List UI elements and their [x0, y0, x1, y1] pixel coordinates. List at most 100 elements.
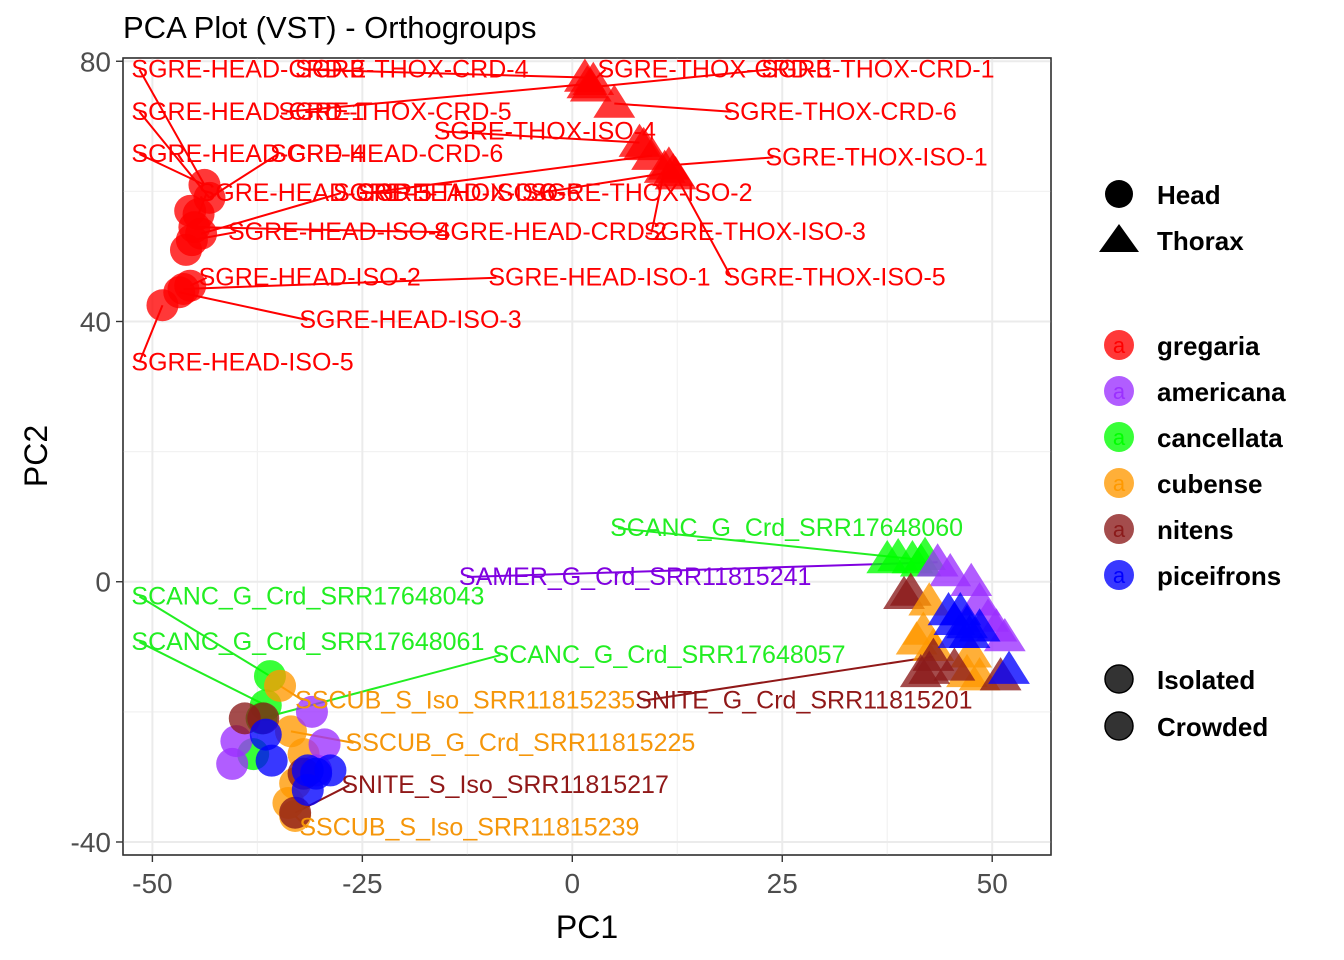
point-label: SSCUB_G_Crd_SRR11815225 — [346, 729, 696, 757]
data-point-triangle — [593, 84, 636, 118]
point-label: SGRE-THOX-ISO-4 — [434, 117, 656, 145]
leader-line — [441, 130, 640, 144]
legend-key-glyph: a — [1113, 425, 1126, 450]
data-point-triangle — [988, 650, 1030, 684]
point-label: SGRE-HEAD-CRD-4 — [131, 140, 364, 168]
x-tick-label: 25 — [767, 868, 798, 899]
legend-key-glyph: a — [1113, 333, 1126, 358]
point-label: SGRE-THOX-CRD-5 — [278, 98, 511, 126]
point-label: SGRE-HEAD-ISO-4 — [228, 218, 450, 246]
point-label: SGRE-HEAD-ISO-3 — [299, 306, 521, 334]
legend-label: Isolated — [1157, 665, 1255, 695]
point-label: SGRE-HEAD-ISO-2 — [199, 264, 421, 292]
leader-line — [194, 226, 442, 234]
point-label: SGRE-THOX-ISO-5 — [723, 264, 945, 292]
leader-line — [466, 561, 938, 578]
data-point-triangle — [569, 68, 612, 102]
point-label: SGRE-HEAD-CRD-5 — [199, 179, 432, 207]
leader-line — [614, 102, 732, 113]
y-axis: -40 0 40 80 — [71, 46, 123, 858]
data-point-circle — [264, 669, 297, 702]
point-label: SNITE_G_Crd_SRR11815201 — [635, 687, 972, 715]
point-label: SCANC_G_Crd_SRR17648061 — [131, 628, 484, 656]
point-label: SAMER_G_Crd_SRR11815241 — [459, 563, 812, 591]
legend-key-species — [1104, 468, 1134, 498]
legend-key-circle — [1105, 180, 1133, 208]
legend-key-species — [1104, 514, 1134, 544]
legend-key-triangle — [1099, 224, 1139, 252]
point-label: SGRE-THOX-CRD-1 — [761, 56, 994, 84]
point-label: SGRE-THOX-ISO-6 — [358, 179, 580, 207]
point-label: SGRE-HEAD-ISO-5 — [131, 348, 353, 376]
legend-key-glyph: a — [1113, 517, 1126, 542]
leader-line — [668, 156, 774, 167]
point-label: SCANC_G_Crd_SRR17648057 — [493, 641, 846, 669]
legend-key-species — [1104, 376, 1134, 406]
legend-label: Crowded — [1157, 712, 1268, 742]
legend-key-species — [1104, 330, 1134, 360]
legend-label: gregaria — [1157, 331, 1260, 361]
y-tick-label: 40 — [80, 306, 111, 337]
legend-key-species — [1104, 560, 1134, 590]
leader-line — [617, 527, 913, 560]
x-axis-title: PC1 — [556, 909, 618, 945]
leader-line — [183, 276, 497, 290]
leader-line — [286, 83, 588, 113]
point-label: SGRE-HEAD-CRD-3 — [131, 56, 364, 84]
point-label: SSCUB_S_Iso_SRR11815235 — [295, 687, 635, 715]
point-label: SGRE-THOX-ISO-2 — [530, 179, 752, 207]
y-axis-title: PC2 — [18, 425, 54, 487]
leader-line — [590, 68, 770, 89]
data-point-triangle — [929, 552, 972, 587]
data-point-circle — [314, 754, 347, 787]
plot-panel-border — [122, 57, 1052, 856]
data-point-circle — [146, 289, 179, 322]
legend-key-condition — [1104, 711, 1134, 741]
point-label: SGRE-THOX-CRD-3 — [597, 56, 830, 84]
legend-key-glyph: a — [1113, 563, 1126, 588]
legend-key-glyph: a — [1113, 379, 1126, 404]
legend: Head Thorax a gregaria a americana a cancellata… — [1099, 180, 1286, 742]
legend-label: nitens — [1157, 515, 1234, 545]
data-point-circle — [216, 747, 249, 780]
y-tick-label: 0 — [95, 567, 111, 598]
data-point-triangle — [958, 608, 1001, 642]
point-label: SGRE-HEAD-CRD-1 — [131, 98, 364, 126]
x-axis: -50 -25 0 25 50 — [132, 855, 1008, 899]
legend-label: Thorax — [1157, 226, 1244, 256]
x-tick-label: 50 — [977, 868, 1008, 899]
legend-label: cancellata — [1157, 423, 1283, 453]
point-label: SGRE-HEAD-CRD-2 — [434, 218, 667, 246]
point-label: SGRE-HEAD-ISO-1 — [488, 264, 710, 292]
data-points — [146, 58, 1030, 832]
x-tick-label: -50 — [132, 868, 172, 899]
legend-label: cubense — [1157, 469, 1263, 499]
y-tick-label: -40 — [71, 827, 111, 858]
point-label: SGRE-HEAD-CRD-6 — [270, 140, 503, 168]
legend-key-species — [1104, 422, 1134, 452]
x-tick-label: 0 — [565, 868, 581, 899]
point-label: SCANC_G_Crd_SRR17648060 — [610, 514, 963, 542]
leader-line — [643, 655, 934, 702]
legend-key-glyph: a — [1113, 471, 1126, 496]
legend-label: piceifrons — [1157, 561, 1281, 591]
data-point-triangle — [983, 618, 1026, 652]
point-label: SCANC_G_Crd_SRR17648043 — [131, 583, 484, 611]
point-label: SNITE_S_Iso_SRR11815217 — [341, 771, 669, 799]
legend-label: americana — [1157, 377, 1286, 407]
point-label: SGRE-THOX-CRD-6 — [723, 98, 956, 126]
point-label: SGRE-THOX-CRD-4 — [295, 56, 528, 84]
data-point-circle — [255, 744, 288, 777]
point-label: SGRE-HEAD-ISO-6 — [333, 179, 555, 207]
point-label: SGRE-THOX-ISO-3 — [644, 218, 866, 246]
leader-line — [303, 68, 585, 79]
data-point-circle — [249, 718, 282, 751]
data-point-circle — [291, 773, 324, 806]
leader-line — [674, 174, 733, 279]
point-label: SGRE-THOX-ISO-1 — [765, 143, 987, 171]
x-tick-label: -25 — [342, 868, 382, 899]
leader-line — [138, 595, 271, 677]
data-point-circle — [308, 728, 341, 761]
